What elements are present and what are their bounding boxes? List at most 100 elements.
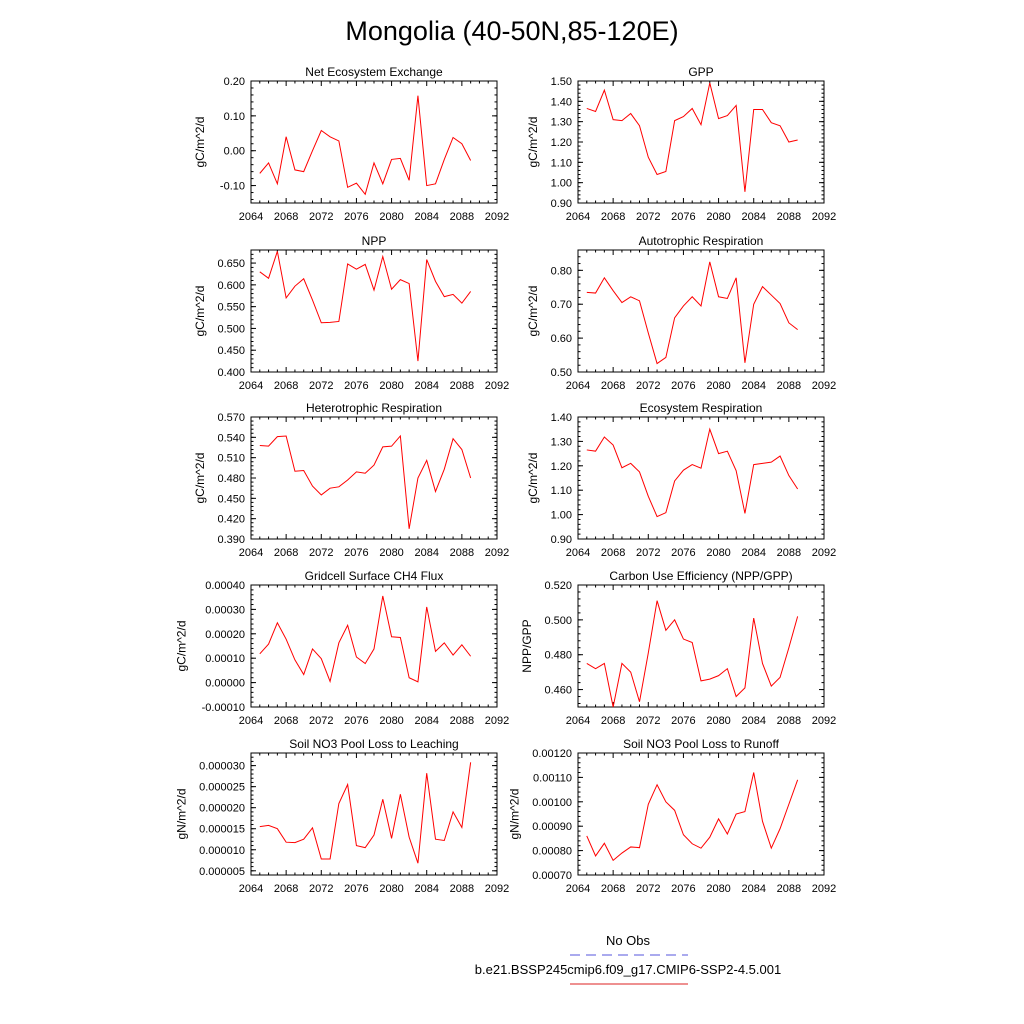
series-line-0	[586, 427, 799, 518]
x-tick-label: 2064	[239, 547, 263, 559]
x-tick-label: 2064	[566, 211, 590, 223]
x-tick-label: 2080	[706, 380, 730, 392]
y-tick-label: 0.60	[551, 333, 572, 345]
y-tick-label: 0.00020	[205, 629, 245, 641]
y-tick-label: 0.450	[217, 493, 245, 505]
chart-panel-3: Autotrophic Respiration 2064 2068 2072 2076 2…	[526, 234, 836, 392]
y-tick-label: 0.00030	[205, 604, 245, 616]
x-tick-label: 2064	[566, 547, 590, 559]
y-tick-label: -0.00010	[202, 702, 245, 714]
x-tick-label: 2092	[485, 715, 509, 727]
y-axis-label: gC/m^2/d	[193, 117, 207, 168]
y-tick-label: 0.00070	[532, 870, 572, 882]
y-tick-label: 1.10	[551, 485, 572, 497]
x-tick-label: 2084	[414, 883, 438, 895]
x-tick-label: 2084	[414, 547, 438, 559]
x-tick-label: 2068	[274, 380, 298, 392]
chart-title: Soil NO3 Pool Loss to Leaching	[289, 737, 458, 751]
chart-panel-4: Heterotrophic Respiration 2064 2068 2072 207…	[193, 401, 509, 559]
x-tick-label: 2068	[274, 715, 298, 727]
x-tick-label: 2092	[485, 211, 509, 223]
chart-title: NPP	[362, 234, 387, 248]
x-tick-label: 2084	[414, 715, 438, 727]
x-tick-label: 2076	[671, 547, 695, 559]
x-tick-label: 2092	[812, 547, 836, 559]
series-line-0	[586, 772, 799, 862]
y-tick-label: 0.00000	[205, 678, 245, 690]
x-tick-label: 2068	[601, 211, 625, 223]
y-axis-label: gC/m^2/d	[526, 453, 540, 504]
legend: No Obs b.e21.BSSP245cmip6.f09_g17.CMIP6-…	[475, 933, 781, 985]
x-tick-label: 2092	[485, 883, 509, 895]
plot-frame	[250, 416, 498, 540]
x-tick-label: 2092	[812, 211, 836, 223]
x-tick-label: 2080	[706, 715, 730, 727]
x-tick-label: 2076	[344, 211, 368, 223]
x-tick-label: 2064	[566, 715, 590, 727]
y-tick-label: 0.550	[217, 302, 245, 314]
y-tick-label: 0.70	[551, 299, 572, 311]
y-tick-label: 1.30	[551, 436, 572, 448]
y-axis-label: gC/m^2/d	[174, 621, 188, 672]
x-tick-label: 2076	[671, 715, 695, 727]
x-tick-label: 2088	[450, 380, 474, 392]
y-tick-label: 0.00040	[205, 580, 245, 592]
chart-panel-8: Soil NO3 Pool Loss to Leaching 2064 2068 20…	[174, 737, 509, 895]
y-tick-label: 1.20	[551, 461, 572, 473]
x-tick-label: 2084	[741, 883, 765, 895]
x-tick-label: 2068	[274, 211, 298, 223]
y-tick-label: 0.00010	[205, 653, 245, 665]
y-tick-label: 0.540	[217, 432, 245, 444]
y-tick-label: 0.90	[551, 534, 572, 546]
plot-frame	[250, 249, 498, 373]
y-tick-label: 0.480	[544, 650, 572, 662]
y-tick-label: 0.000005	[199, 866, 245, 878]
x-tick-label: 2092	[812, 715, 836, 727]
y-tick-label: 1.10	[551, 157, 572, 169]
x-tick-label: 2068	[601, 547, 625, 559]
chart-title: Carbon Use Efficiency (NPP/GPP)	[609, 569, 792, 583]
y-tick-label: 0.600	[217, 280, 245, 292]
chart-panels: Net Ecosystem Exchange 2064 2068 2072 2076 20…	[174, 65, 836, 895]
y-tick-label: 0.520	[544, 580, 572, 592]
chart-title: Heterotrophic Respiration	[306, 401, 442, 415]
series-line-0	[259, 95, 472, 196]
chart-panel-6: Gridcell Surface CH4 Flux 2064 2068 2072 207…	[174, 569, 509, 727]
plot-frame	[577, 584, 825, 708]
series-line-0	[586, 600, 799, 708]
x-tick-label: 2064	[566, 380, 590, 392]
plot-frame	[250, 752, 498, 876]
series-line-0	[259, 251, 472, 362]
x-tick-label: 2080	[706, 547, 730, 559]
chart-panel-1: GPP 2064 2068 2072 2076 2080 2084 2088 2092 0.90 1…	[526, 65, 836, 223]
x-tick-label: 2088	[450, 715, 474, 727]
series-line-0	[586, 261, 798, 365]
series-line-0	[259, 762, 472, 864]
chart-panel-9: Soil NO3 Pool Loss to Runoff 2064 2068 2072…	[508, 737, 837, 895]
x-tick-label: 2076	[671, 211, 695, 223]
x-tick-label: 2072	[309, 547, 333, 559]
x-tick-label: 2080	[379, 211, 403, 223]
y-tick-label: 0.80	[551, 265, 572, 277]
x-tick-label: 2092	[485, 547, 509, 559]
y-tick-label: 0.460	[544, 685, 572, 697]
x-tick-label: 2076	[671, 380, 695, 392]
y-tick-label: 0.10	[224, 111, 245, 123]
x-tick-label: 2072	[636, 380, 660, 392]
y-tick-label: 0.570	[217, 412, 245, 424]
x-tick-label: 2084	[741, 211, 765, 223]
x-tick-label: 2084	[741, 547, 765, 559]
y-tick-label: 0.000010	[199, 845, 245, 857]
x-tick-label: 2072	[636, 715, 660, 727]
x-tick-label: 2080	[379, 883, 403, 895]
y-tick-label: 0.00100	[532, 797, 572, 809]
y-tick-label: 1.30	[551, 117, 572, 129]
x-tick-label: 2084	[414, 211, 438, 223]
x-tick-label: 2072	[636, 547, 660, 559]
x-tick-label: 2088	[450, 211, 474, 223]
y-tick-label: 0.500	[544, 615, 572, 627]
x-tick-label: 2088	[777, 211, 801, 223]
x-tick-label: 2076	[344, 380, 368, 392]
x-tick-label: 2088	[777, 380, 801, 392]
x-tick-label: 2084	[741, 380, 765, 392]
